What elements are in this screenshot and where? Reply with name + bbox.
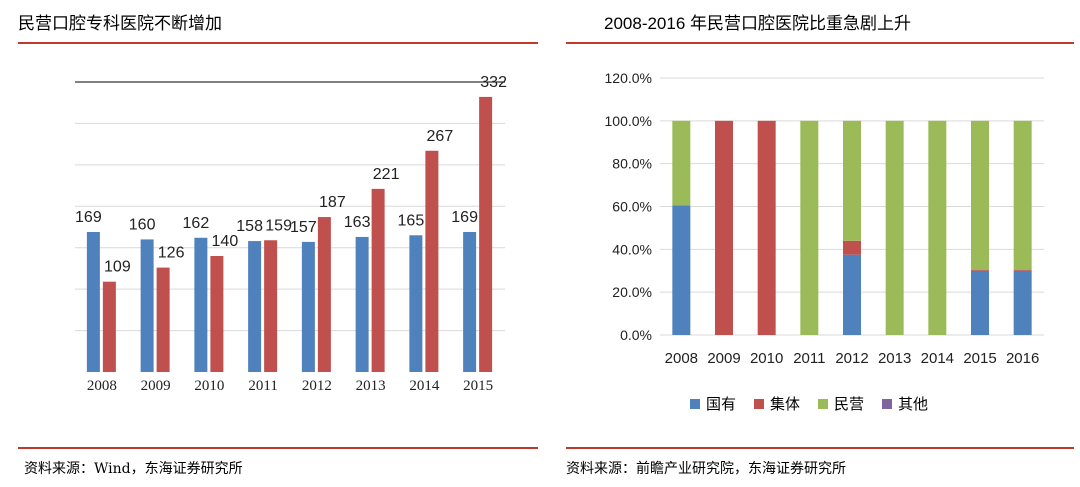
x-tick-label: 2010: [750, 350, 783, 367]
data-label: 126: [158, 245, 185, 262]
legend-swatch: [818, 398, 829, 409]
x-tick-label: 2016: [1006, 350, 1039, 367]
y-tick-label: 60.0%: [612, 199, 652, 215]
y-tick-label: 120.0%: [605, 70, 652, 86]
bar: [194, 237, 208, 372]
x-tick-label: 2008: [665, 350, 698, 367]
bar: [425, 150, 439, 372]
x-tick-label: 2010: [194, 378, 224, 394]
bar: [371, 188, 385, 372]
bar: [409, 235, 423, 372]
data-label: 187: [319, 194, 346, 211]
legend-item: 其他: [882, 393, 928, 414]
y-tick-label: 40.0%: [612, 241, 652, 257]
legend-item: 集体: [754, 393, 800, 414]
bar: [355, 236, 369, 372]
data-label: 159: [265, 217, 292, 234]
data-label: 140: [212, 233, 239, 250]
data-label: 109: [104, 259, 131, 276]
bar-segment: [843, 254, 861, 335]
x-tick-label: 2012: [302, 378, 332, 394]
data-label: 163: [344, 214, 371, 231]
bar: [140, 239, 154, 372]
bar-segment: [800, 120, 819, 335]
x-tick-label: 2015: [463, 378, 493, 394]
data-label: 157: [290, 219, 317, 236]
x-tick-label: 2014: [409, 378, 440, 394]
y-tick-label: 100.0%: [605, 113, 652, 129]
bar: [156, 267, 170, 372]
x-tick-label: 2013: [878, 350, 911, 367]
x-tick-label: 2011: [793, 350, 825, 367]
data-label: 165: [398, 212, 425, 229]
data-label: 332: [480, 74, 507, 91]
bar-segment: [971, 270, 989, 335]
bar: [86, 231, 100, 372]
legend-label: 国有: [706, 395, 737, 413]
chart-title: 民营口腔专科医院不断增加: [18, 14, 222, 34]
bar-segment: [885, 120, 904, 335]
legend-label: 集体: [770, 395, 801, 413]
data-label: 221: [373, 166, 400, 183]
bar-segment: [971, 120, 989, 270]
legend-swatch: [882, 398, 893, 409]
bar-segment: [1013, 269, 1032, 271]
title-divider: [566, 42, 1074, 44]
x-tick-label: 2012: [835, 350, 868, 367]
bar-segment: [1013, 120, 1032, 270]
bar: [479, 96, 493, 373]
bar: [264, 240, 278, 372]
bar-segment: [971, 269, 989, 271]
legend-label: 其他: [898, 395, 929, 413]
bar-segment: [715, 120, 733, 335]
x-tick-label: 2009: [707, 350, 740, 367]
x-tick-label: 2014: [921, 350, 954, 367]
legend-item: 民营: [818, 393, 864, 414]
bar: [301, 241, 315, 372]
bar-segment: [843, 120, 861, 241]
data-label: 169: [75, 209, 102, 226]
source-note: 资料来源：Wind，东海证券研究所: [24, 461, 243, 477]
chart-legend: 国有 集体 民营 其他: [690, 393, 946, 414]
bar-segment: [757, 120, 776, 335]
bar: [463, 231, 477, 372]
data-label: 158: [236, 218, 263, 235]
legend-swatch: [754, 398, 765, 409]
x-tick-label: 2011: [248, 378, 277, 394]
x-tick-label: 2009: [141, 378, 171, 394]
bar: [210, 256, 224, 372]
bar-segment: [672, 205, 691, 335]
data-label: 169: [451, 209, 478, 226]
legend-item: 国有: [690, 393, 736, 414]
bar-segment: [928, 120, 947, 335]
bar-segment: [1013, 270, 1032, 335]
bar: [317, 217, 331, 372]
chart-title: 2008-2016 年民营口腔医院比重急剧上升: [604, 14, 912, 33]
bar: [248, 241, 262, 372]
bar-segment: [843, 240, 861, 255]
bar: [102, 281, 116, 372]
chart-panel-private-hospitals: 民营口腔专科医院不断增加 169 109 2008 160 126 2009 162 140 2…: [18, 14, 538, 477]
data-label: 160: [129, 216, 156, 233]
legend-label: 民营: [834, 395, 865, 413]
data-label: 267: [427, 128, 454, 145]
y-tick-label: 20.0%: [612, 284, 652, 300]
x-tick-label: 2008: [87, 378, 117, 394]
source-divider: [566, 447, 1074, 449]
title-divider: [18, 42, 538, 44]
stacked-bar-chart-ownership-share: 0.0% 20.0% 40.0% 60.0% 80.0% 100.0% 120.0% 2008…: [605, 70, 1044, 367]
x-tick-label: 2015: [963, 350, 996, 367]
source-note: 资料来源：前瞻产业研究院，东海证券研究所: [566, 461, 846, 477]
data-label: 162: [183, 215, 210, 232]
source-divider: [18, 447, 538, 449]
x-tick-label: 2013: [356, 378, 386, 394]
legend-swatch: [690, 398, 700, 409]
y-tick-label: 80.0%: [612, 156, 652, 172]
y-tick-label: 0.0%: [620, 327, 652, 343]
bar-segment: [672, 120, 691, 206]
chart-panel-private-share: 2008-2016 年民营口腔医院比重急剧上升 0.0% 20.0% 40.0% 60…: [560, 0, 1080, 487]
